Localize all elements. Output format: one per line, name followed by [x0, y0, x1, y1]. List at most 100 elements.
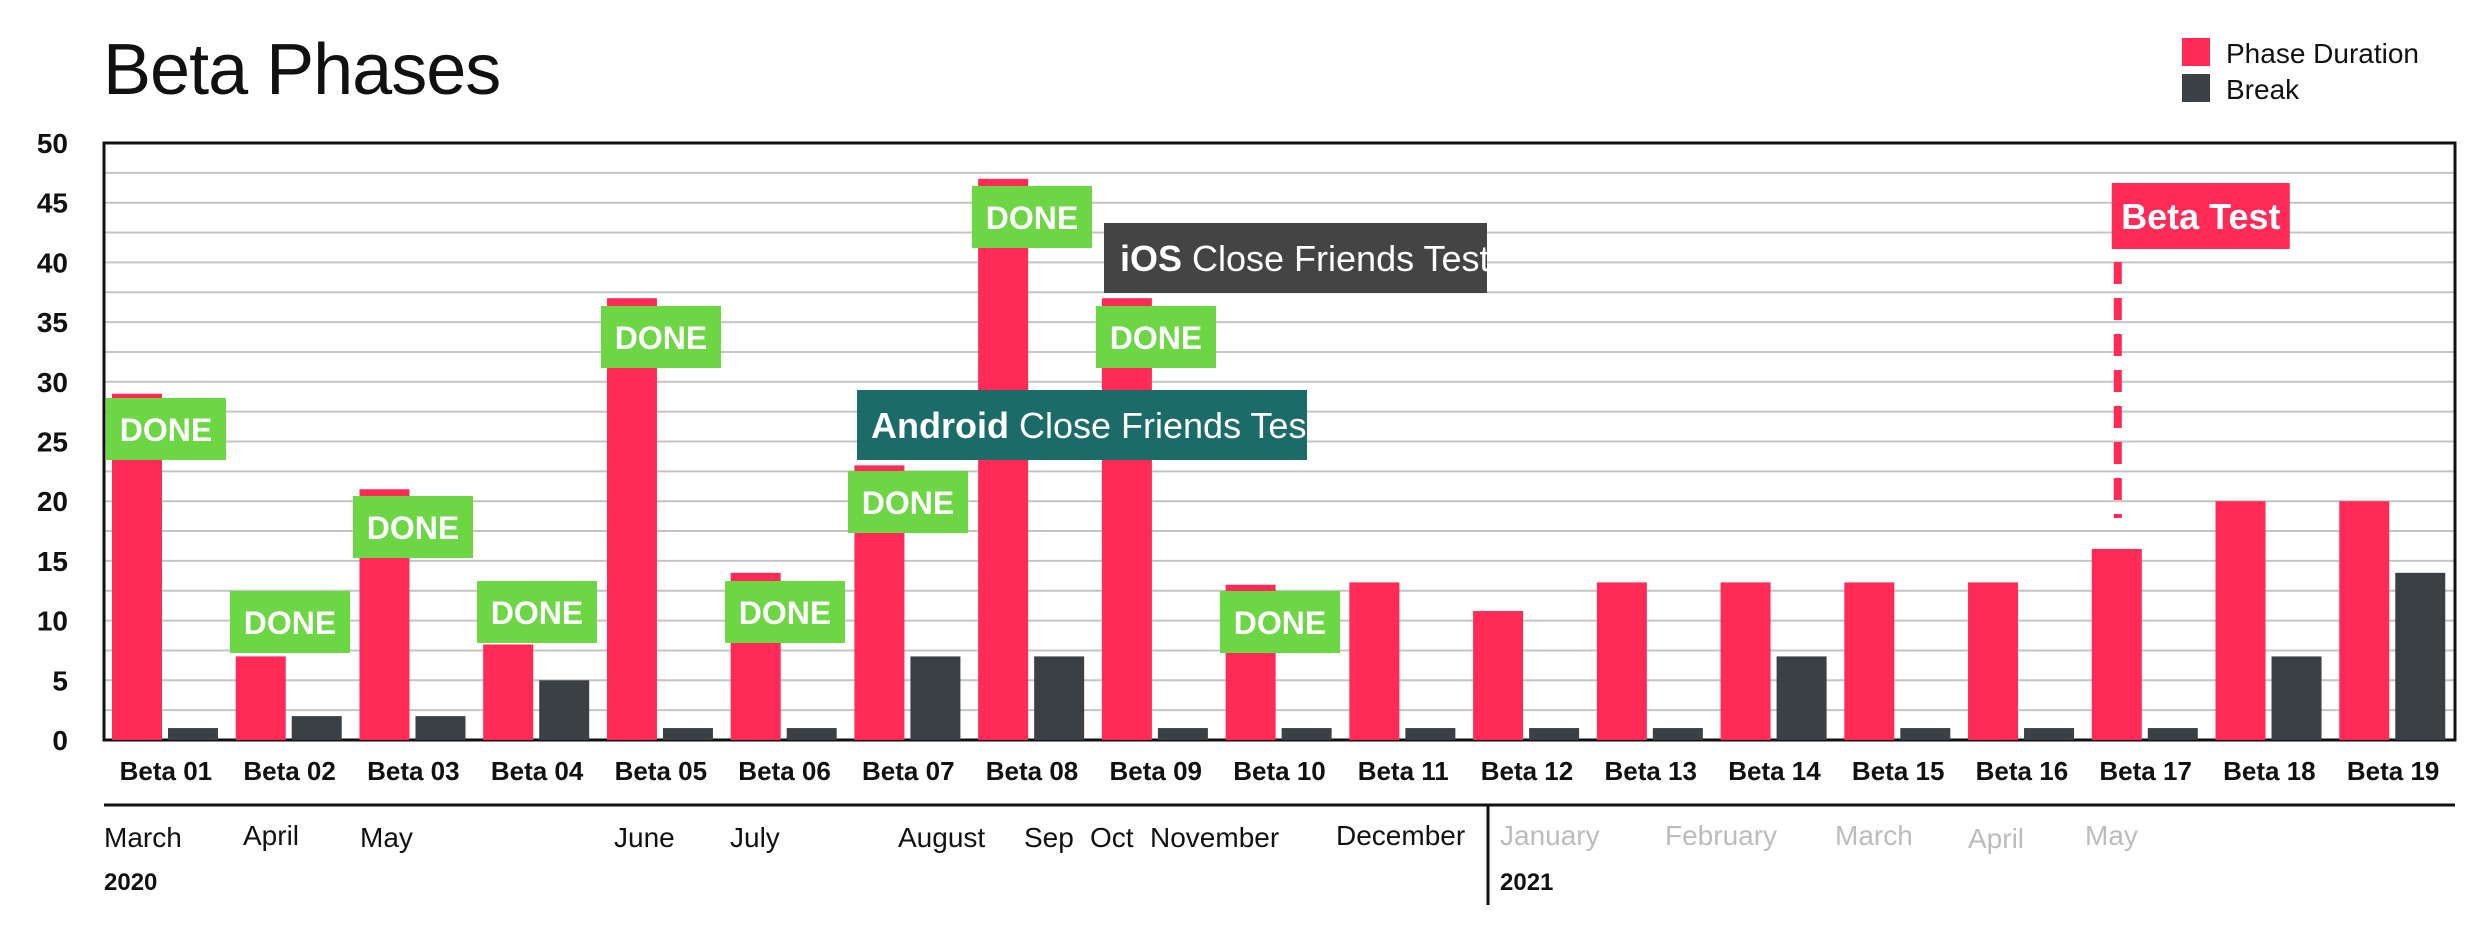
- done-badge: [477, 581, 597, 643]
- break-bar: [1034, 656, 1085, 740]
- legend-swatch: [2182, 74, 2210, 102]
- timeline-month: February: [1665, 820, 1777, 851]
- x-tick-label: Beta 08: [986, 756, 1079, 786]
- timeline-year: 2021: [1500, 869, 1553, 896]
- ios-test-rest: Close Friends Test: [1182, 238, 1489, 279]
- ios-test-box: [1104, 223, 1487, 293]
- timeline-month: November: [1150, 822, 1279, 853]
- phase-duration-bar: [1968, 582, 2019, 740]
- y-tick-label: 45: [37, 188, 68, 219]
- phase-duration-bar: [1596, 582, 1647, 740]
- legend-label: Break: [2226, 74, 2300, 105]
- phase-duration-bar: [1720, 582, 1771, 740]
- done-badge-label: DONE: [1110, 320, 1202, 356]
- x-tick-label: Beta 15: [1852, 756, 1945, 786]
- phase-duration-bar: [1844, 582, 1895, 740]
- phase-duration-bar: [483, 644, 534, 740]
- x-tick-label: Beta 06: [738, 756, 831, 786]
- break-bar: [1776, 656, 1827, 740]
- android-test-rest: Close Friends Test: [1009, 405, 1316, 446]
- x-tick-label: Beta 14: [1728, 756, 1821, 786]
- chart-legend: Phase Duration Break: [2182, 38, 2419, 105]
- y-tick-label: 25: [37, 427, 68, 458]
- done-badge-label: DONE: [120, 412, 212, 448]
- done-badge: [601, 306, 721, 368]
- x-tick-label: Beta 11: [1358, 756, 1449, 786]
- phase-duration-bar: [235, 656, 286, 740]
- break-bar: [291, 716, 342, 740]
- break-bar: [1157, 728, 1208, 740]
- x-tick-label: Beta 05: [615, 756, 708, 786]
- phase-duration-bar: [606, 298, 657, 740]
- phase-duration-bar: [1473, 611, 1524, 740]
- done-badge: [353, 496, 473, 558]
- break-bar: [662, 728, 713, 740]
- x-tick-label: Beta 09: [1110, 756, 1203, 786]
- x-tick-label: Beta 10: [1233, 756, 1326, 786]
- break-bar: [2395, 572, 2446, 740]
- android-test-label: Android Close Friends Test: [871, 405, 1316, 446]
- beta-test-box: [2111, 183, 2290, 249]
- android-test-box: [857, 390, 1307, 460]
- y-tick-label: 50: [37, 128, 68, 159]
- timeline: March April May June July August Sep Oct Novembe…: [104, 803, 2455, 905]
- y-tick-label: 30: [37, 367, 68, 398]
- timeline-month: May: [2085, 820, 2138, 851]
- done-badge-label: DONE: [491, 595, 583, 631]
- break-bar: [2271, 656, 2322, 740]
- timeline-month: January: [1500, 820, 1600, 851]
- phase-duration-bar: [2091, 548, 2142, 740]
- x-tick-label: Beta 18: [2223, 756, 2316, 786]
- android-test-bold: Android: [871, 405, 1009, 446]
- x-tick-label: Beta 13: [1604, 756, 1697, 786]
- y-axis: 0 5 10 15 20 25 30 35 40 45 50: [37, 128, 68, 756]
- done-badge: [230, 591, 350, 653]
- done-badge-label: DONE: [739, 595, 831, 631]
- timeline-month: March: [104, 822, 182, 853]
- done-badge-label: DONE: [986, 200, 1078, 236]
- done-badge: [725, 581, 845, 643]
- phase-duration-bar: [2339, 501, 2390, 740]
- timeline-month: Oct: [1090, 822, 1134, 853]
- x-axis: Beta 01 Beta 02 Beta 03 Beta 04 Beta 05 Beta …: [120, 756, 2440, 786]
- chart-title: Beta Phases: [103, 30, 500, 110]
- timeline-month: August: [898, 822, 985, 853]
- break-bar: [539, 680, 590, 740]
- break-bar: [1652, 728, 1703, 740]
- legend-label: Phase Duration: [2226, 38, 2419, 69]
- timeline-year: 2020: [104, 869, 157, 896]
- timeline-month: July: [730, 822, 780, 853]
- x-tick-label: Beta 12: [1481, 756, 1574, 786]
- x-tick-label: Beta 16: [1976, 756, 2069, 786]
- x-tick-label: Beta 03: [367, 756, 460, 786]
- timeline-month: June: [614, 822, 675, 853]
- y-tick-label: 5: [52, 665, 68, 696]
- done-badge-label: DONE: [1234, 605, 1326, 641]
- break-bar: [1281, 728, 1332, 740]
- done-badge-label: DONE: [862, 485, 954, 521]
- y-tick-label: 20: [37, 486, 68, 517]
- done-badge: [1096, 306, 1216, 368]
- timeline-month: December: [1336, 820, 1465, 851]
- timeline-month: May: [360, 822, 413, 853]
- break-bar: [415, 716, 466, 740]
- y-tick-label: 0: [52, 725, 68, 756]
- done-badge: [106, 398, 226, 460]
- annotations: DONE DONE DONE DONE DONE DONE DONE DONE DONE DONE…: [106, 183, 2290, 653]
- timeline-month: April: [1968, 823, 2024, 854]
- phase-duration-bar: [2215, 501, 2266, 740]
- done-badge-label: DONE: [615, 320, 707, 356]
- break-bar: [1529, 728, 1580, 740]
- phase-duration-bar: [1101, 298, 1152, 740]
- legend-swatch: [2182, 38, 2210, 66]
- beta-test-label: Beta Test: [2121, 196, 2280, 237]
- x-tick-label: Beta 19: [2347, 756, 2440, 786]
- done-badge: [848, 471, 968, 533]
- x-tick-label: Beta 01: [120, 756, 213, 786]
- break-bar: [910, 656, 961, 740]
- timeline-month: Sep: [1024, 822, 1074, 853]
- done-badge: [1220, 591, 1340, 653]
- phase-duration-bar: [1349, 582, 1400, 740]
- ios-test-bold: iOS: [1120, 238, 1182, 279]
